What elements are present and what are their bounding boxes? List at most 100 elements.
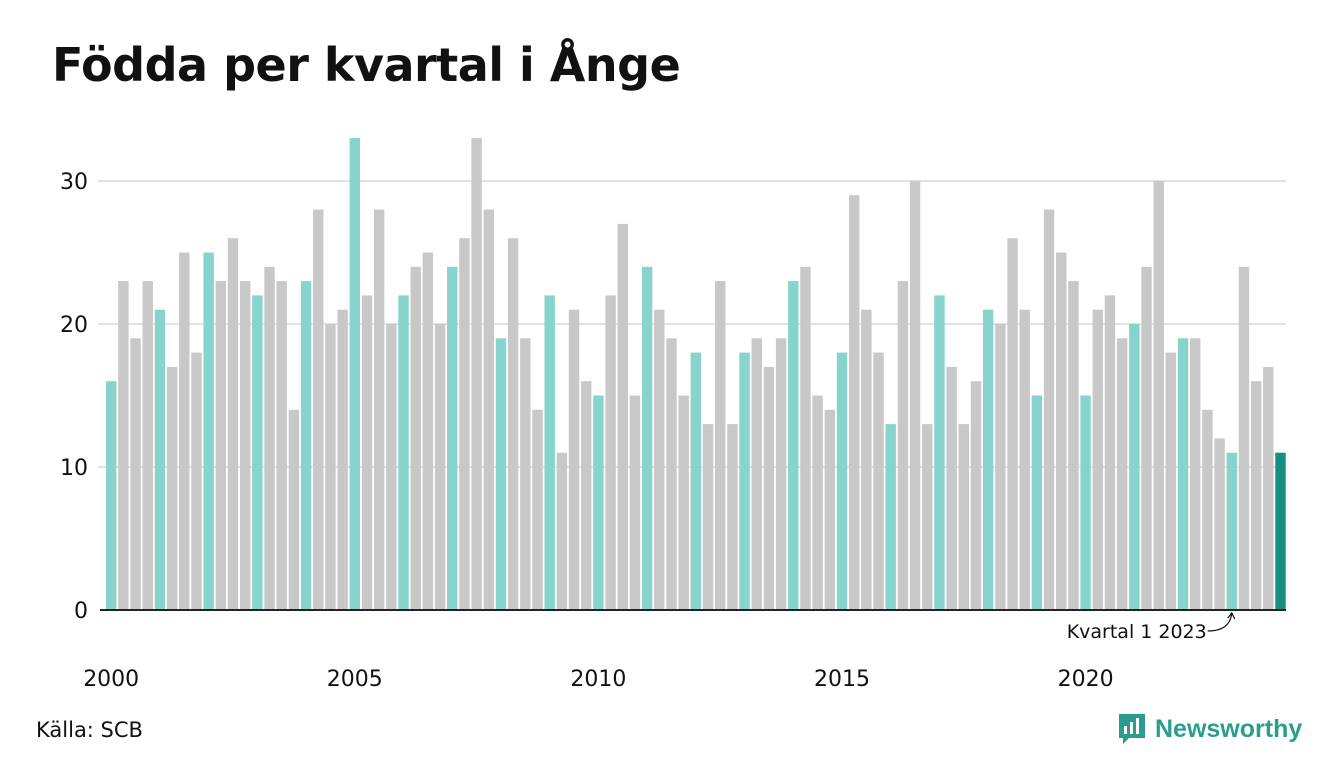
brand-logo: Newsworthy (1117, 712, 1302, 746)
bar-2005-q1 (349, 138, 360, 610)
bar-2001-q4 (191, 352, 202, 610)
bar-2005-q3 (373, 209, 385, 610)
bar-2003-q2 (264, 266, 275, 610)
bar-2017-q2 (946, 366, 957, 610)
x-axis-ticks: 2000 2005 2010 2015 2020 (83, 667, 1113, 692)
x-tick-label: 2005 (327, 667, 383, 692)
bar-2006-q2 (410, 266, 421, 610)
y-axis-ticks: 0 10 20 30 (60, 170, 88, 624)
bar-2000-q1 (106, 381, 117, 610)
bar-2017-q3 (958, 424, 969, 610)
bar-2010-q1 (593, 395, 604, 610)
bar-2000-q2 (118, 281, 129, 610)
newsworthy-logo-icon (1119, 714, 1145, 744)
bar-2020-q1 (1080, 395, 1091, 610)
bar-2010-q4 (629, 395, 641, 610)
bar-2013-q1 (739, 352, 750, 610)
bar-2005-q2 (361, 295, 373, 610)
bar-2008-q4 (532, 409, 543, 610)
bar-2019-q1 (1031, 395, 1043, 610)
annotation-label: Kvartal 1 2023 (1067, 621, 1207, 643)
bar-2013-q3 (763, 366, 775, 610)
bar-2023-q3 (1250, 381, 1262, 610)
bar-2006-q3 (422, 252, 434, 610)
bar-2007-q3 (471, 138, 482, 610)
bar-2016-q4 (922, 424, 933, 610)
bar-2021-q1 (1129, 324, 1140, 610)
bar-2020-q2 (1092, 309, 1103, 610)
bar-2022-q2 (1190, 338, 1201, 610)
x-tick-label: 2020 (1058, 667, 1114, 692)
bar-2020-q3 (1104, 295, 1116, 610)
bar-2014-q1 (788, 281, 799, 610)
source-note: Källa: SCB (36, 718, 143, 742)
bar-2018-q2 (995, 324, 1006, 610)
bar-2018-q4 (1019, 309, 1030, 610)
y-tick-label: 10 (60, 456, 88, 481)
bar-2009-q1 (544, 295, 555, 610)
bar-2006-q4 (434, 324, 446, 610)
bar-2011-q2 (654, 309, 665, 610)
bar-2019-q2 (1043, 209, 1055, 610)
bar-2002-q2 (215, 281, 227, 610)
bar-2023-q4 (1263, 366, 1274, 610)
bar-2011-q3 (666, 338, 677, 610)
bar-2014-q4 (824, 409, 836, 610)
bar-2007-q2 (459, 238, 470, 610)
chart-title: Födda per kvartal i Ånge (52, 38, 681, 92)
bar-2009-q2 (556, 452, 568, 610)
bar-2021-q3 (1153, 181, 1164, 610)
bar-2015-q3 (861, 309, 872, 610)
bar-2018-q3 (1007, 238, 1018, 610)
bar-2016-q2 (897, 281, 909, 610)
bar-2015-q2 (848, 195, 860, 611)
bar-2017-q1 (934, 295, 945, 610)
bar-2004-q2 (313, 209, 324, 610)
bar-2007-q1 (447, 266, 458, 610)
bar-2003-q1 (252, 295, 263, 610)
bar-2021-q2 (1141, 266, 1152, 610)
bar-2019-q4 (1068, 281, 1079, 610)
bar-2015-q4 (873, 352, 884, 610)
bar-2013-q2 (751, 338, 762, 610)
bar-2008-q1 (495, 338, 507, 610)
bar-2008-q2 (507, 238, 519, 610)
bar-2000-q3 (130, 338, 141, 610)
bar-2020-q4 (1116, 338, 1128, 610)
bar-2003-q3 (276, 281, 287, 610)
bar-2004-q1 (300, 281, 312, 610)
bar-2012-q1 (690, 352, 702, 610)
x-tick-label: 2010 (570, 667, 626, 692)
bar-2014-q3 (812, 395, 823, 610)
bar-2012-q2 (702, 424, 714, 610)
bar-2001-q3 (179, 252, 190, 610)
x-tick-label: 2015 (814, 667, 870, 692)
bar-2010-q2 (605, 295, 616, 610)
y-tick-label: 0 (74, 599, 88, 624)
bar-2011-q1 (641, 266, 653, 610)
bar-chart: 0 10 20 30 2000 2005 2010 2015 2020 Kvartal 1 2… (60, 138, 1286, 692)
bar-2013-q4 (775, 338, 787, 610)
y-tick-label: 20 (60, 313, 88, 338)
y-tick-label: 30 (60, 170, 88, 195)
bar-2014-q2 (800, 266, 811, 610)
bar-2009-q3 (568, 309, 580, 610)
bar-2004-q3 (325, 324, 336, 610)
annotation-arrow (1207, 611, 1236, 632)
bar-2002-q3 (227, 238, 239, 610)
bar-2022-q3 (1202, 409, 1213, 610)
bar-2002-q4 (239, 281, 251, 610)
bar-2015-q1 (836, 352, 848, 610)
bar-2022-q4 (1214, 438, 1225, 610)
bar-2023-q2 (1238, 266, 1250, 610)
bar-2008-q3 (520, 338, 531, 610)
bar-2023-q1 (1226, 452, 1237, 610)
bar-2009-q4 (581, 381, 592, 610)
bar-2007-q4 (483, 209, 494, 610)
bar-2018-q1 (982, 309, 994, 610)
bar-2010-q3 (617, 223, 628, 610)
bar-2004-q4 (337, 309, 348, 610)
bar-2016-q1 (885, 424, 896, 610)
bar-2011-q4 (678, 395, 689, 610)
bar-2002-q1 (203, 252, 214, 610)
